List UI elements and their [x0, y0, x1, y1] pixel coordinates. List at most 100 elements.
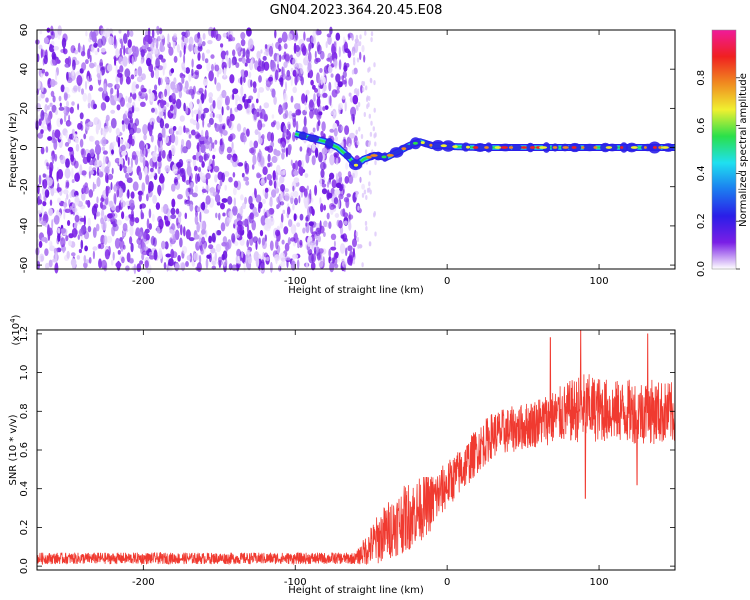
spectrogram-cell: [185, 67, 190, 74]
spectrogram-cell: [125, 265, 130, 272]
spectrogram-cell: [55, 71, 58, 81]
spectrogram-cell: [44, 189, 50, 198]
spectrogram-cell: [125, 76, 131, 85]
spectrogram-cell: [215, 193, 221, 203]
spectrogram-cell: [318, 248, 324, 254]
spectrogram-cell: [102, 150, 108, 155]
spectrogram-cell: [67, 220, 71, 226]
spectrogram-cell: [206, 61, 211, 72]
spectrogram-cell: [154, 84, 158, 91]
spectrogram-cell: [224, 241, 230, 251]
spectrogram-cell: [201, 236, 206, 245]
spectrogram-cell: [66, 71, 69, 81]
spectrogram-cell: [63, 202, 68, 208]
signal-band-core: [643, 146, 647, 149]
spectrogram-cell: [317, 44, 322, 55]
spectrogram-cell: [357, 41, 360, 47]
spectrogram-cell: [241, 57, 246, 64]
spectrogram-cell: [241, 251, 244, 259]
spectrogram-cell: [155, 68, 159, 79]
spectrogram-cell: [106, 63, 113, 72]
spectrogram-cell: [284, 242, 290, 252]
spectrogram-cell: [163, 262, 167, 269]
spectrogram-cell: [95, 223, 100, 232]
spectrogram-cell: [161, 206, 164, 213]
spectrogram-cell: [307, 61, 312, 72]
spectrogram-cell: [158, 109, 164, 118]
spectrogram-cell: [170, 81, 176, 90]
spectrogram-cell: [186, 200, 192, 207]
spectrogram-cell: [297, 160, 302, 167]
spectrogram-cell: [363, 112, 366, 117]
spectrogram-cell: [129, 225, 134, 237]
spectrogram-cell: [51, 137, 57, 144]
spectrogram-cell: [152, 48, 159, 55]
spectrogram-cell: [288, 219, 293, 228]
spectrogram-cell: [200, 248, 204, 255]
spectrogram-cell: [98, 87, 104, 92]
spectrogram-cell: [106, 175, 109, 184]
spectrogram-cell: [79, 164, 83, 176]
spectrogram-cell: [326, 33, 332, 38]
spectrogram-cell: [71, 252, 76, 257]
spectrogram-cell: [353, 88, 357, 94]
spectrogram-cell: [95, 124, 99, 135]
spectrogram-cell: [158, 77, 161, 86]
spectrogram-cell: [310, 242, 314, 250]
spectrogram-cell: [308, 252, 314, 264]
spectrogram-cell: [189, 252, 193, 263]
spectrogram-cell: [343, 36, 346, 45]
spectrogram-cell: [328, 221, 332, 230]
spectrogram-cell: [304, 106, 308, 112]
spectrogram-cell: [315, 147, 319, 158]
spectrogram-cell: [138, 171, 143, 181]
spectrogram-cell: [304, 173, 309, 178]
spectrogram-cell: [284, 109, 289, 119]
spectrogram-cell: [161, 150, 166, 159]
colorbar-ticks: 0.0 0.2 0.4 0.6 0.8: [696, 70, 740, 277]
spectrogram-cell: [253, 140, 259, 149]
spectrogram-cell: [373, 133, 376, 139]
spectrogram-cell: [313, 93, 316, 102]
spectrogram-cell: [75, 143, 80, 152]
spectrogram-cell: [188, 237, 195, 242]
spectrogram-cell: [293, 190, 299, 198]
spectrogram-cell: [303, 195, 309, 206]
spectrogram-cell: [127, 47, 133, 54]
spectrogram-cell: [258, 87, 265, 93]
spectrogram-cell: [240, 32, 246, 40]
spectrogram-cell: [303, 31, 306, 41]
spectrogram-cell: [131, 83, 136, 95]
spectrogram-cell: [267, 145, 274, 153]
spectrogram-cell: [176, 162, 182, 168]
spectrogram-cell: [47, 136, 53, 141]
spectrogram-y-tick-label: -60: [19, 257, 30, 273]
colorbar-tick-label: 0.6: [696, 118, 707, 134]
spectrogram-cell: [78, 248, 82, 254]
spectrogram-cell: [202, 33, 206, 40]
spectrogram-cell: [127, 39, 132, 49]
spectrogram-cell: [318, 111, 323, 116]
signal-band-core: [593, 146, 598, 149]
spectrogram-cell: [175, 229, 180, 240]
spectrogram-cell: [305, 216, 309, 222]
spectrogram-cell: [61, 37, 67, 49]
spectrogram-cell: [249, 212, 254, 220]
spectrogram-cell: [141, 253, 145, 261]
snr-panel: -200 -100 0 100 0.0 0.2 0.4 0.6 0.8 1.0 1.2 Heigh…: [8, 314, 676, 596]
spectrogram-cell: [256, 172, 261, 179]
spectrogram-cell: [340, 125, 344, 131]
spectrogram-cell: [278, 77, 284, 83]
spectrogram-cell: [223, 171, 230, 177]
snr-x-tick-label: 100: [590, 577, 609, 588]
spectrogram-cell: [370, 31, 374, 37]
spectrogram-cell: [137, 66, 143, 77]
spectrogram-cell: [351, 113, 355, 122]
spectrogram-cell: [148, 125, 153, 137]
spectrogram-cell: [54, 129, 61, 139]
spectrogram-cell: [242, 96, 246, 103]
spectrogram-cell: [305, 152, 310, 164]
spectrogram-cell: [215, 33, 222, 42]
spectrogram-cell: [198, 237, 203, 246]
spectrogram-cell: [231, 141, 234, 150]
